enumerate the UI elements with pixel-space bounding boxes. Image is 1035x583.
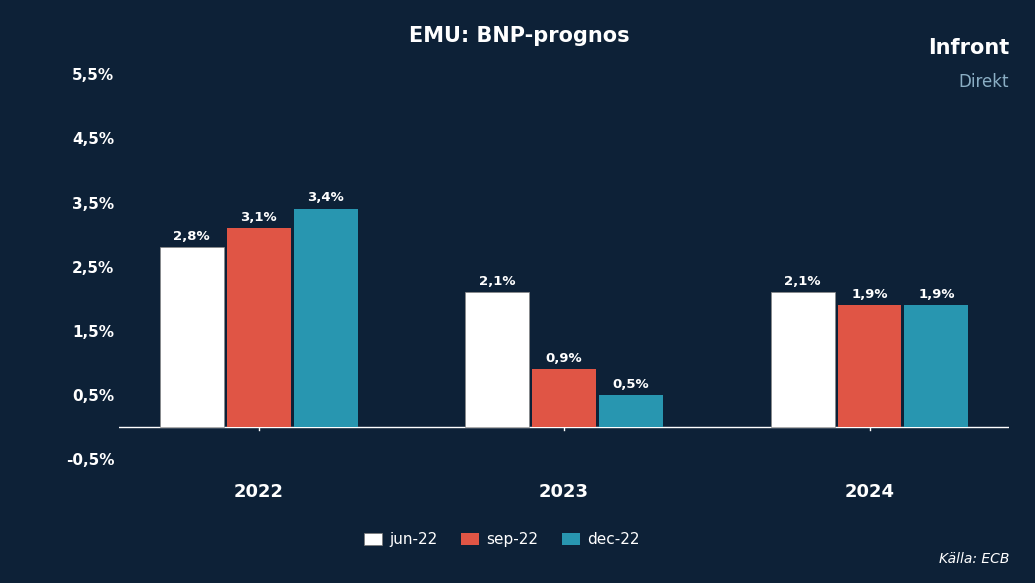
- Bar: [771, 293, 834, 427]
- Text: 2,8%: 2,8%: [174, 230, 210, 243]
- Title: EMU: BNP-prognos: EMU: BNP-prognos: [409, 26, 630, 46]
- Text: 2,1%: 2,1%: [479, 275, 515, 288]
- Text: Källa: ECB: Källa: ECB: [939, 552, 1009, 566]
- Text: 1,9%: 1,9%: [851, 288, 888, 301]
- Bar: [599, 395, 663, 427]
- Text: 3,1%: 3,1%: [240, 210, 277, 224]
- Bar: [159, 247, 224, 427]
- Text: Infront: Infront: [927, 38, 1009, 58]
- Text: 1,9%: 1,9%: [918, 288, 954, 301]
- Bar: [905, 305, 969, 427]
- Text: Direkt: Direkt: [958, 73, 1009, 91]
- Text: 3,4%: 3,4%: [307, 191, 344, 205]
- Text: 2,1%: 2,1%: [785, 275, 821, 288]
- Bar: [837, 305, 901, 427]
- Bar: [465, 293, 529, 427]
- Text: 0,5%: 0,5%: [613, 378, 649, 391]
- Bar: [227, 228, 291, 427]
- Text: 0,9%: 0,9%: [545, 352, 583, 365]
- Bar: [294, 209, 357, 427]
- Bar: [532, 370, 596, 427]
- Legend: jun-22, sep-22, dec-22: jun-22, sep-22, dec-22: [356, 525, 648, 555]
